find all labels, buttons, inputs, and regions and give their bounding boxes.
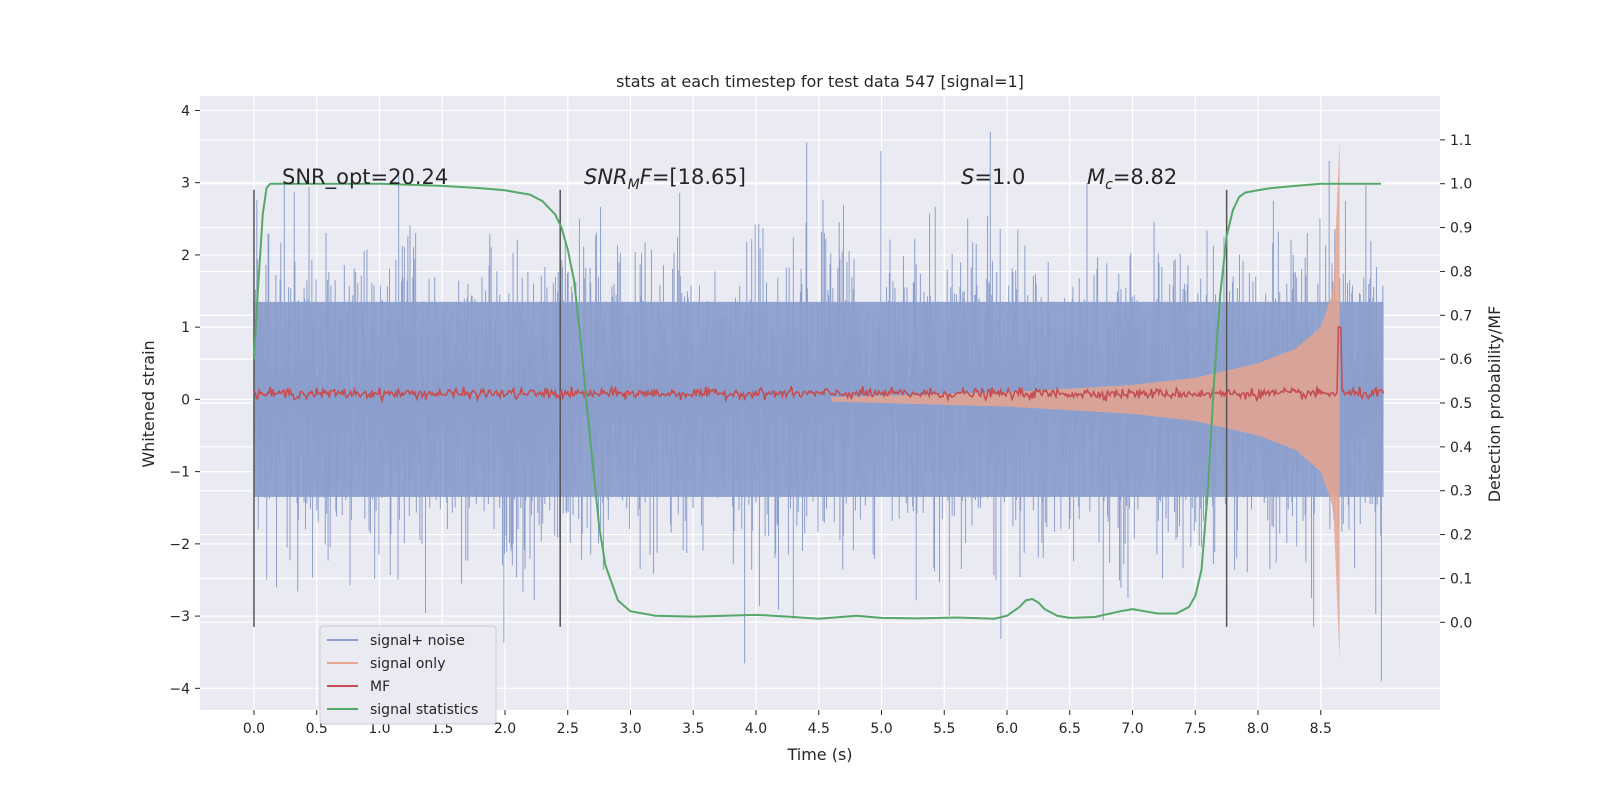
x-tick-label: 2.5	[557, 721, 579, 737]
x-tick-label: 1.5	[431, 721, 453, 737]
mc-name: M	[1087, 165, 1105, 189]
snr-mf-name: SNR	[584, 165, 628, 189]
legend-label-mf: MF	[370, 679, 390, 695]
s-name: S	[961, 165, 974, 189]
y-tick-label: 0	[181, 392, 190, 408]
x-tick-label: 0.5	[306, 721, 328, 737]
x-tick-label: 1.0	[368, 721, 390, 737]
x-axis-label: Time (s)	[786, 745, 852, 764]
chirp-envelope	[831, 139, 1340, 660]
y-tick-label: −1	[169, 465, 190, 481]
y-right-tick-label: 1.0	[1450, 177, 1472, 193]
x-tick-label: 8.0	[1247, 721, 1269, 737]
legend-label-signal-only: signal only	[370, 656, 445, 672]
y-right-tick-label: 0.4	[1450, 440, 1472, 456]
x-tick-label: 7.5	[1184, 721, 1206, 737]
annotation-mc: Mc=8.82	[1087, 165, 1177, 193]
mf-line	[253, 326, 1385, 404]
y-right-tick-label: 0.2	[1450, 528, 1472, 544]
x-tick-label: 7.0	[1121, 721, 1143, 737]
chart-title: stats at each timestep for test data 547…	[616, 72, 1024, 91]
y-tick-label: 1	[181, 320, 190, 336]
x-tick-label: 4.0	[745, 721, 767, 737]
y-right-tick-label: 0.7	[1450, 308, 1472, 324]
x-tick-label: 3.5	[682, 721, 704, 737]
legend-label-signal-statistics: signal statistics	[370, 702, 478, 718]
legend-box	[319, 625, 497, 725]
y-axis-right-label: Detection probability/MF	[1485, 306, 1504, 503]
y-axis-label: Whitened strain	[139, 340, 158, 467]
x-tick-label: 2.0	[494, 721, 516, 737]
y-right-tick-label: 0.5	[1450, 396, 1472, 412]
ticks: 0.0 0.5 1.0 1.5 2.0 2.5 3.0 3.5 4.0 4.5 5.0 5.5 6.0 6…	[169, 103, 1472, 737]
y-tick-label: −2	[169, 537, 190, 553]
annotation-s: S=1.0	[961, 165, 1025, 189]
snr-mf-value: =[18.65]	[652, 165, 746, 189]
legend: signal+ noise signal only MF signal stat…	[319, 625, 497, 725]
y-right-tick-label: 0.1	[1450, 571, 1472, 587]
snr-mf-f: F	[640, 165, 653, 189]
snr-mf-sub: M	[628, 177, 640, 193]
x-tick-label: 5.5	[933, 721, 955, 737]
annotation-snr-mf: SNRMF=[18.65]	[584, 165, 746, 193]
series-signal-only	[831, 139, 1340, 660]
x-tick-label: 4.5	[808, 721, 830, 737]
x-tick-label: 0.0	[243, 721, 265, 737]
mc-sub: c	[1105, 177, 1113, 193]
series-signal-statistics	[252, 182, 1382, 620]
y-right-tick-label: 0.8	[1450, 264, 1472, 280]
y-right-tick-label: 0.3	[1450, 484, 1472, 500]
annotation-snr-opt: SNR_opt=20.24	[282, 165, 448, 190]
legend-label-signal-noise: signal+ noise	[370, 633, 465, 649]
y-tick-label: 3	[181, 176, 190, 192]
y-tick-label: −3	[169, 609, 190, 625]
y-tick-label: −4	[169, 681, 190, 697]
signal-statistics-line	[252, 182, 1382, 620]
s-value: =1.0	[974, 165, 1025, 189]
series-mf	[253, 326, 1385, 404]
y-tick-label: 4	[181, 103, 190, 119]
vertical-markers	[253, 189, 1228, 627]
y-tick-label: 2	[181, 248, 190, 264]
mc-value: =8.82	[1113, 165, 1177, 189]
x-tick-label: 8.5	[1310, 721, 1332, 737]
y-right-tick-label: 1.1	[1450, 133, 1472, 149]
x-tick-label: 3.0	[619, 721, 641, 737]
x-tick-label: 6.5	[1059, 721, 1081, 737]
x-tick-label: 6.0	[996, 721, 1018, 737]
x-tick-label: 5.0	[870, 721, 892, 737]
y-right-tick-label: 0.0	[1450, 615, 1472, 631]
y-right-tick-label: 0.6	[1450, 352, 1472, 368]
y-right-tick-label: 0.9	[1450, 221, 1472, 237]
